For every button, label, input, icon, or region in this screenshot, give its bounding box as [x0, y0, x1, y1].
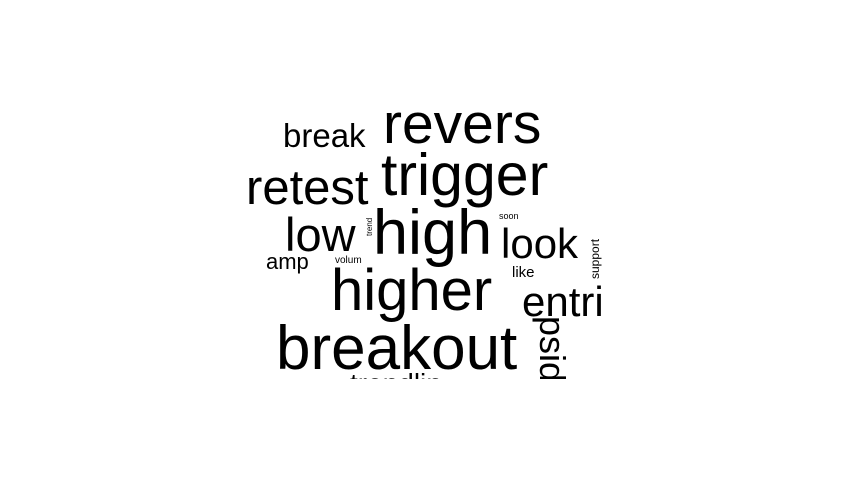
word-trendlin: trendlin	[350, 370, 442, 380]
word-psid: psid	[532, 316, 573, 379]
word-cloud-plot-area: revers break retest trigger low trend hi…	[246, 92, 604, 380]
word-revers: revers	[383, 92, 542, 156]
word-look: look	[501, 220, 579, 267]
word-higher: higher	[331, 258, 493, 323]
word-low: low	[285, 208, 356, 261]
word-trigger: trigger	[381, 142, 549, 208]
word-volum: volum	[335, 255, 362, 266]
word-breakout: breakout	[276, 314, 518, 380]
word-high: high	[373, 198, 493, 268]
word-entri: entri	[522, 278, 604, 325]
word-like: like	[512, 264, 535, 281]
word-break: break	[283, 117, 366, 154]
word-support: support	[588, 238, 602, 279]
word-retest: retest	[246, 161, 369, 215]
word-soon: soon	[499, 211, 519, 221]
word-amp: amp	[266, 249, 309, 274]
